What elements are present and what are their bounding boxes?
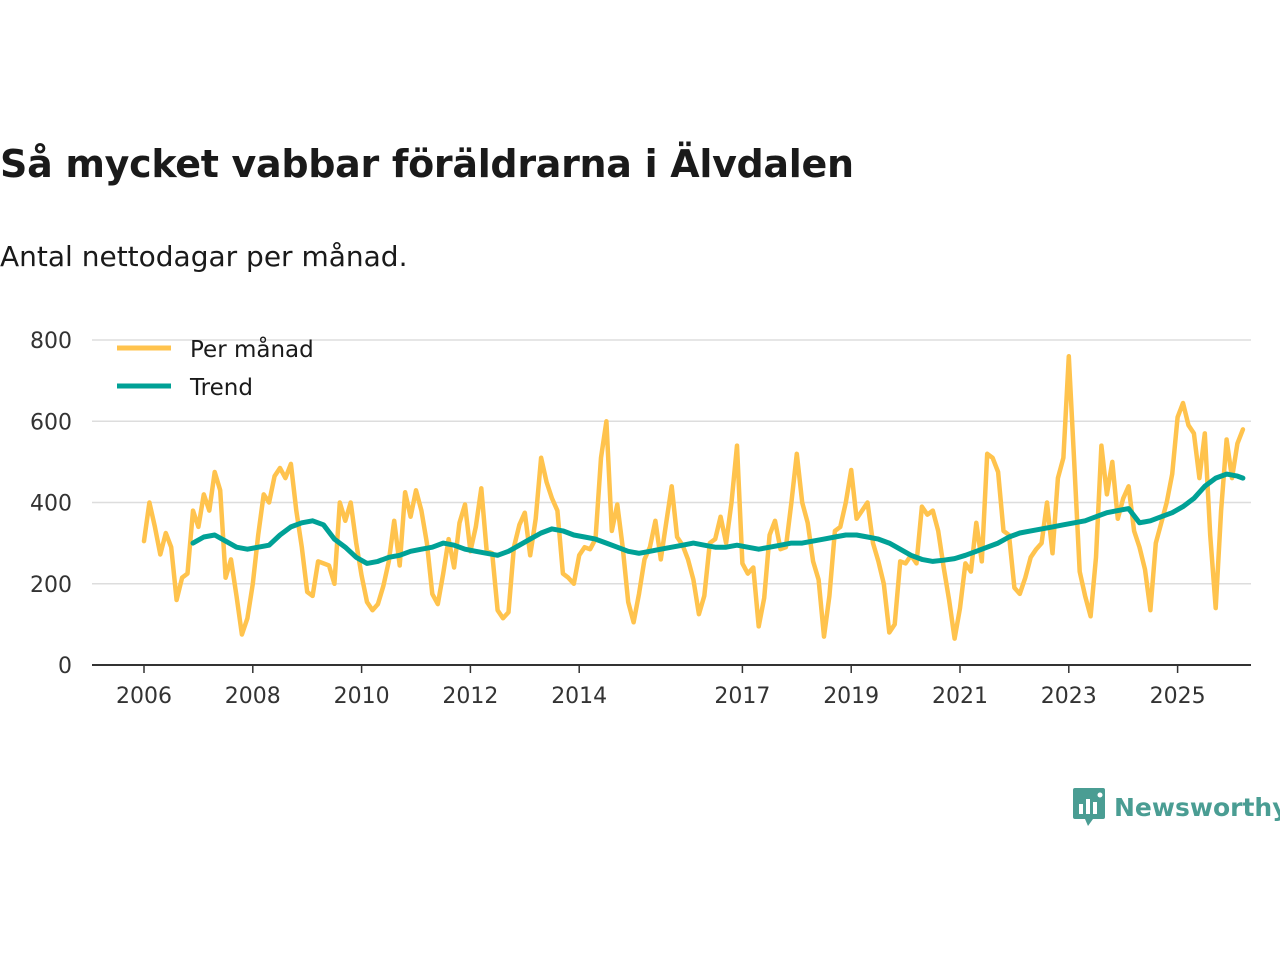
- newsworthy-brand[interactable]: Newsworthy: [1072, 786, 1280, 828]
- x-axis-ticks: 2006 2008 2010 2012 2014 2017 2019 2021 2023 2025: [116, 665, 1206, 709]
- x-tick-label: 2023: [1041, 684, 1097, 709]
- y-tick-label: 0: [58, 654, 72, 679]
- y-tick-label: 400: [30, 492, 72, 517]
- newsworthy-logo-icon: [1073, 788, 1105, 826]
- y-tick-label: 600: [30, 410, 72, 435]
- x-tick-label: 2006: [116, 684, 172, 709]
- x-tick-label: 2019: [823, 684, 879, 709]
- legend-label-trend: Trend: [189, 375, 253, 401]
- x-tick-label: 2017: [714, 684, 770, 709]
- x-tick-label: 2014: [551, 684, 607, 709]
- legend-label-per-manad: Per månad: [190, 335, 314, 363]
- x-tick-label: 2012: [442, 684, 498, 709]
- series-lines: [141, 354, 1246, 641]
- chart-subtitle: Antal nettodagar per månad.: [0, 240, 408, 273]
- brand-name: Newsworthy: [1114, 792, 1280, 822]
- series-line-per-manad: [141, 354, 1246, 641]
- legend: Per månad Trend: [117, 335, 314, 401]
- y-axis-tick-labels: 0 200 400 600 800: [30, 329, 72, 679]
- x-tick-label: 2008: [225, 684, 281, 709]
- x-tick-label: 2021: [932, 684, 988, 709]
- x-tick-label: 2025: [1150, 684, 1206, 709]
- y-tick-label: 800: [30, 329, 72, 354]
- y-tick-label: 200: [30, 573, 72, 598]
- series-line-trend: [190, 471, 1246, 566]
- chart-title: Så mycket vabbar föräldrarna i Älvdalen: [0, 142, 854, 186]
- x-tick-label: 2010: [334, 684, 390, 709]
